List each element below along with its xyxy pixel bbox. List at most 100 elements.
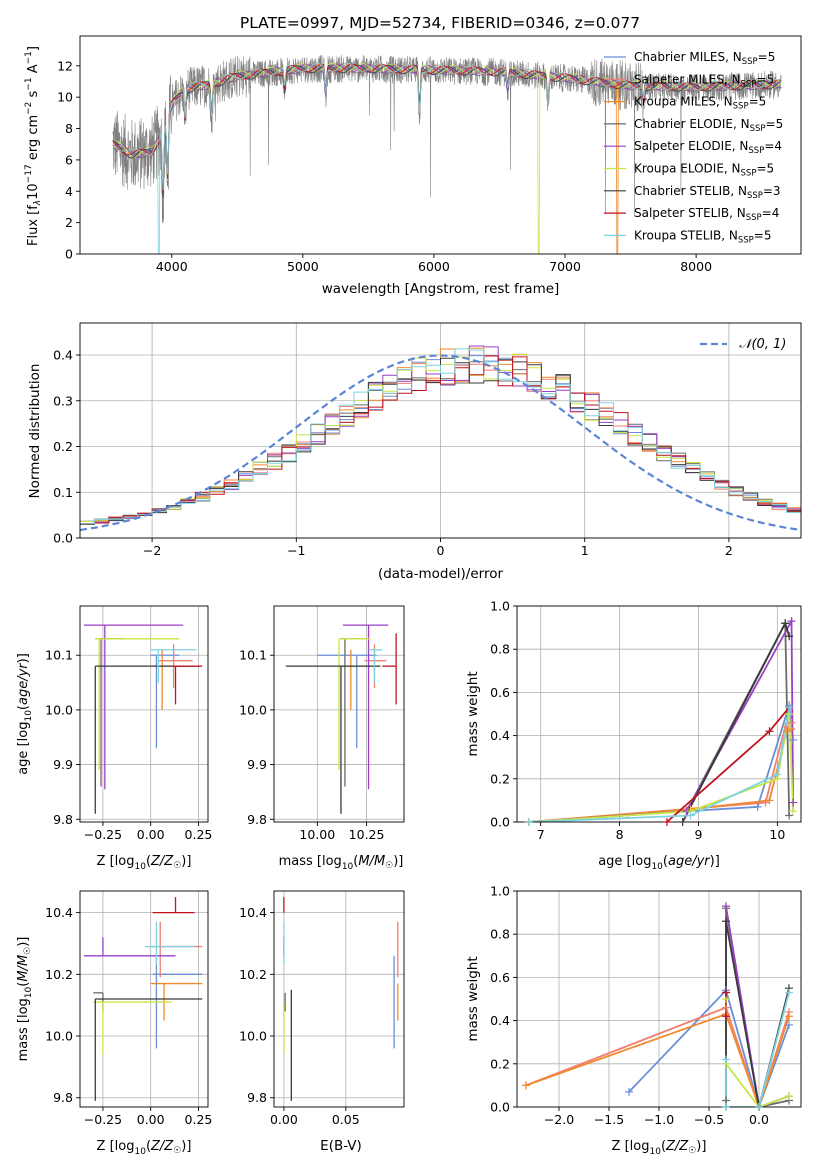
point-marker-salpeter-miles: [781, 722, 790, 731]
y-tick-label: 0.4: [53, 348, 73, 363]
point-marker-chabrier-stelib: [722, 917, 730, 926]
y-tick-label: 0.6: [490, 970, 510, 985]
series-line-salpeter-elodie: [528, 617, 794, 822]
x-tick-label: 0.25: [185, 1112, 213, 1127]
point-marker-kroupa-elodie: [785, 1092, 793, 1101]
x-axis-label: wavelength [Angstrom, rest frame]: [322, 281, 560, 297]
y-tick-label: 0.6: [490, 685, 510, 700]
axes-frame: [79, 35, 802, 255]
y-tick-label: 0.0: [490, 1100, 510, 1115]
age-vs-mass-panel: 10.00 10.25 9.8 9.9 10.0 10.1 mass [log10(M/M☉…: [239, 605, 405, 872]
point-marker-chabrier-stelib: [781, 619, 790, 628]
x-tick-label: 7000: [549, 259, 581, 274]
point-marker-kroupa-miles: [765, 796, 774, 805]
legend-label-chabrier-elodie: Chabrier ELODIE, NSSP=5: [634, 117, 783, 134]
plot-area: [283, 897, 399, 1101]
x-tick-label: 6000: [418, 259, 450, 274]
y-tick-label: 0.8: [490, 642, 510, 657]
x-tick-label: −1.0: [644, 1112, 674, 1127]
y-tick-label: 9.8: [247, 812, 267, 827]
point-marker-kroupa-miles: [522, 1081, 530, 1090]
point-marker-kroupa-miles: [785, 1012, 793, 1021]
point-marker-kroupa-stelib: [773, 770, 782, 779]
legend-label-chabrier-stelib: Chabrier STELIB, NSSP=3: [634, 184, 781, 201]
y-tick-label: 10.1: [45, 648, 73, 663]
y-tick-label: 0: [65, 247, 73, 262]
legend-label-kroupa-elodie: Kroupa ELODIE, NSSP=5: [634, 162, 774, 179]
y-tick-label: 0.2: [490, 771, 510, 786]
legend-label-chabrier-miles: Chabrier MILES, NSSP=5: [634, 50, 775, 67]
x-tick-label: 7: [537, 827, 545, 842]
plot-area: [525, 905, 790, 1107]
x-tick-label: 0.00: [137, 827, 165, 842]
x-tick-label: 8000: [680, 259, 712, 274]
y-tick-label: 0.4: [490, 1013, 510, 1028]
legend-label-salpeter-elodie: Salpeter ELODIE, NSSP=4: [634, 139, 782, 156]
y-axis-label: mass weight: [465, 956, 481, 1041]
plot-area: [285, 624, 397, 814]
x-tick-label: 0.00: [270, 1112, 298, 1127]
x-tick-label: 0.25: [185, 827, 213, 842]
point-marker-chabrier-miles: [753, 802, 762, 811]
mass-vs-metallicity-panel: −0.25 0.00 0.25 9.8 10.0 10.2 10.4 Z [log10(Z/Z…: [16, 890, 213, 1157]
legend-label-kroupa-miles: Kroupa MILES, NSSP=5: [634, 95, 766, 112]
x-tick-label: 8: [616, 827, 624, 842]
y-tick-label: 0.1: [53, 485, 73, 500]
point-marker-chabrier-stelib: [785, 632, 794, 641]
x-tick-label: 10.00: [299, 827, 335, 842]
y-tick-label: 10.0: [45, 1029, 73, 1044]
point-marker-salpeter-elodie: [722, 902, 730, 911]
y-axis-label: age [log10(age/yr)]: [16, 653, 34, 775]
x-tick-label: −2.0: [544, 1112, 574, 1127]
point-marker-salpeter-stelib: [722, 988, 730, 997]
gaussian-curve: [80, 354, 799, 532]
x-tick-label: 0.0: [749, 1112, 769, 1127]
plot-area: [83, 624, 203, 814]
point-marker-salpeter-elodie: [789, 798, 798, 807]
plot-area: [528, 617, 794, 822]
x-tick-label: 10: [769, 827, 785, 842]
age-vs-metallicity-panel: −0.25 0.00 0.25 9.8 9.9 10.0 10.1 Z [log10(Z/Z☉…: [16, 605, 213, 872]
x-tick-label: 5000: [287, 259, 319, 274]
y-tick-label: 0.0: [53, 531, 73, 546]
x-tick-label: 9: [694, 827, 702, 842]
series-line-chabrier-miles: [528, 705, 794, 822]
y-tick-label: 9.9: [247, 757, 267, 772]
series-line-kroupa-stelib: [725, 992, 790, 1107]
y-tick-label: 10.1: [239, 648, 267, 663]
y-tick-label: 9.8: [53, 1090, 73, 1105]
series-line-chabrier-miles: [628, 988, 790, 1107]
y-tick-label: 10: [57, 90, 73, 105]
series-line-chabrier-elodie: [528, 622, 791, 822]
y-tick-label: 6: [65, 152, 73, 167]
y-tick-label: 10.4: [239, 905, 267, 920]
x-tick-label: −0.25: [84, 827, 122, 842]
series-line-kroupa-elodie: [528, 713, 794, 822]
y-tick-label: 9.8: [247, 1090, 267, 1105]
legend-label-kroupa-stelib: Kroupa STELIB, NSSP=5: [634, 228, 772, 245]
x-axis-label: Z [log10(Z/Z☉)]: [97, 854, 192, 872]
mass-vs-extinction-panel: 0.00 0.05 9.8 10.0 10.2 10.4 E(B-V): [239, 890, 405, 1154]
axes-frame: [273, 605, 405, 823]
figure-title: PLATE=0997, MJD=52734, FIBERID=0346, z=0…: [240, 14, 640, 32]
series-line-kroupa-stelib: [528, 707, 791, 822]
x-tick-label: 0: [437, 543, 445, 558]
axes-frame: [516, 605, 802, 823]
legend-label-salpeter-miles: Salpeter MILES, NSSP=5: [634, 72, 774, 89]
point-marker-kroupa-stelib: [785, 703, 794, 712]
x-tick-label: 1: [581, 543, 589, 558]
legend-label-salpeter-stelib: Salpeter STELIB, NSSP=4: [634, 206, 779, 223]
point-marker-salpeter-elodie: [787, 617, 796, 626]
y-tick-label: 10.2: [239, 967, 267, 982]
point-marker-chabrier-elodie: [785, 811, 794, 820]
y-tick-label: 0.2: [490, 1056, 510, 1071]
plot-area: [83, 897, 203, 1101]
y-tick-label: 1.0: [490, 599, 510, 614]
x-axis-label: age [log10(age/yr)]: [598, 854, 720, 872]
x-tick-label: 4000: [156, 259, 188, 274]
x-tick-label: −2: [143, 543, 161, 558]
y-tick-label: 12: [57, 58, 73, 73]
point-marker-kroupa-stelib: [722, 1103, 730, 1111]
x-tick-label: −0.25: [84, 1112, 122, 1127]
y-tick-label: 0.0: [490, 815, 510, 830]
